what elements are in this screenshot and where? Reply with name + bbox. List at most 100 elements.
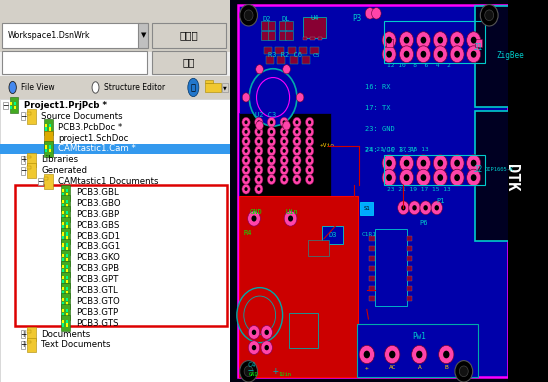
Bar bbox=[2, 51, 147, 74]
Circle shape bbox=[471, 160, 477, 167]
Text: File View: File View bbox=[21, 83, 54, 92]
Bar bbox=[66, 243, 68, 246]
Text: Text Documents: Text Documents bbox=[41, 340, 111, 350]
Circle shape bbox=[244, 159, 248, 162]
Circle shape bbox=[255, 155, 263, 165]
Circle shape bbox=[283, 130, 286, 134]
Circle shape bbox=[242, 155, 250, 165]
Text: Documents: Documents bbox=[41, 330, 90, 338]
Bar bbox=[61, 304, 70, 320]
Circle shape bbox=[471, 51, 477, 58]
Circle shape bbox=[92, 82, 99, 93]
Circle shape bbox=[454, 37, 460, 44]
Text: −: − bbox=[20, 112, 26, 121]
Circle shape bbox=[242, 127, 250, 137]
Circle shape bbox=[382, 46, 396, 63]
Text: +: + bbox=[20, 340, 26, 350]
Circle shape bbox=[420, 51, 426, 58]
Circle shape bbox=[443, 351, 449, 358]
Text: CAMtastic1.Cam *: CAMtastic1.Cam * bbox=[59, 144, 136, 154]
Bar bbox=[407, 286, 412, 291]
Text: GND: GND bbox=[250, 209, 262, 215]
Bar bbox=[66, 302, 68, 305]
Bar bbox=[66, 319, 68, 323]
Circle shape bbox=[280, 136, 288, 146]
Circle shape bbox=[270, 149, 273, 153]
Circle shape bbox=[244, 178, 248, 181]
Circle shape bbox=[283, 139, 286, 143]
Text: R4: R4 bbox=[243, 230, 252, 236]
Circle shape bbox=[280, 117, 288, 127]
Bar bbox=[384, 21, 485, 63]
Bar bbox=[45, 128, 47, 131]
Circle shape bbox=[280, 165, 288, 175]
Circle shape bbox=[283, 65, 290, 74]
Bar bbox=[407, 266, 412, 271]
Circle shape bbox=[252, 345, 256, 350]
Text: PCB3.PcbDoc *: PCB3.PcbDoc * bbox=[59, 123, 123, 132]
Bar bbox=[27, 167, 31, 169]
Bar bbox=[369, 266, 375, 271]
Circle shape bbox=[242, 136, 250, 146]
Circle shape bbox=[401, 205, 406, 210]
Text: DTK: DTK bbox=[504, 164, 518, 191]
Bar bbox=[62, 211, 64, 214]
Bar bbox=[509, 0, 548, 382]
Bar bbox=[475, 111, 546, 241]
Circle shape bbox=[267, 155, 276, 165]
Text: D2: D2 bbox=[262, 16, 271, 22]
Circle shape bbox=[267, 136, 276, 146]
Circle shape bbox=[280, 146, 288, 156]
Circle shape bbox=[450, 32, 464, 49]
Bar bbox=[62, 225, 64, 229]
Bar bbox=[62, 298, 64, 301]
Circle shape bbox=[257, 187, 260, 191]
Bar bbox=[66, 215, 68, 218]
Circle shape bbox=[255, 184, 263, 194]
Bar bbox=[61, 250, 70, 266]
Text: PCB3.GG1: PCB3.GG1 bbox=[76, 243, 120, 251]
Bar bbox=[14, 102, 16, 105]
Text: 16: RX: 16: RX bbox=[365, 84, 391, 90]
Circle shape bbox=[252, 215, 256, 222]
Circle shape bbox=[389, 351, 396, 358]
Bar bbox=[152, 23, 226, 48]
Circle shape bbox=[454, 174, 460, 181]
Circle shape bbox=[242, 146, 250, 156]
Circle shape bbox=[412, 205, 416, 210]
Circle shape bbox=[283, 120, 286, 124]
Circle shape bbox=[308, 130, 311, 134]
Circle shape bbox=[255, 175, 263, 185]
Bar bbox=[475, 6, 546, 107]
Circle shape bbox=[454, 160, 460, 167]
Bar bbox=[386, 39, 393, 47]
Bar bbox=[62, 215, 64, 218]
Text: ▼: ▼ bbox=[223, 85, 227, 90]
Circle shape bbox=[267, 127, 276, 137]
Text: PCB3.GPB: PCB3.GPB bbox=[76, 264, 119, 273]
Bar bbox=[62, 280, 64, 283]
Circle shape bbox=[249, 69, 297, 126]
Bar bbox=[239, 113, 331, 196]
Circle shape bbox=[467, 155, 481, 172]
Circle shape bbox=[308, 149, 311, 153]
Circle shape bbox=[480, 5, 498, 26]
Text: 23 21 19 17 15 13: 23 21 19 17 15 13 bbox=[386, 186, 450, 192]
Circle shape bbox=[386, 37, 392, 44]
Circle shape bbox=[270, 178, 273, 181]
Bar bbox=[267, 21, 275, 30]
Bar bbox=[62, 319, 64, 323]
Circle shape bbox=[295, 178, 299, 181]
Text: DL: DL bbox=[282, 16, 290, 22]
Circle shape bbox=[283, 159, 286, 162]
Bar bbox=[62, 243, 64, 246]
Circle shape bbox=[305, 155, 314, 165]
Circle shape bbox=[437, 160, 443, 167]
Circle shape bbox=[288, 215, 293, 222]
Bar bbox=[357, 324, 478, 377]
Bar bbox=[138, 23, 149, 48]
Circle shape bbox=[364, 351, 370, 358]
Circle shape bbox=[270, 139, 273, 143]
Circle shape bbox=[248, 211, 260, 226]
Circle shape bbox=[450, 46, 464, 63]
